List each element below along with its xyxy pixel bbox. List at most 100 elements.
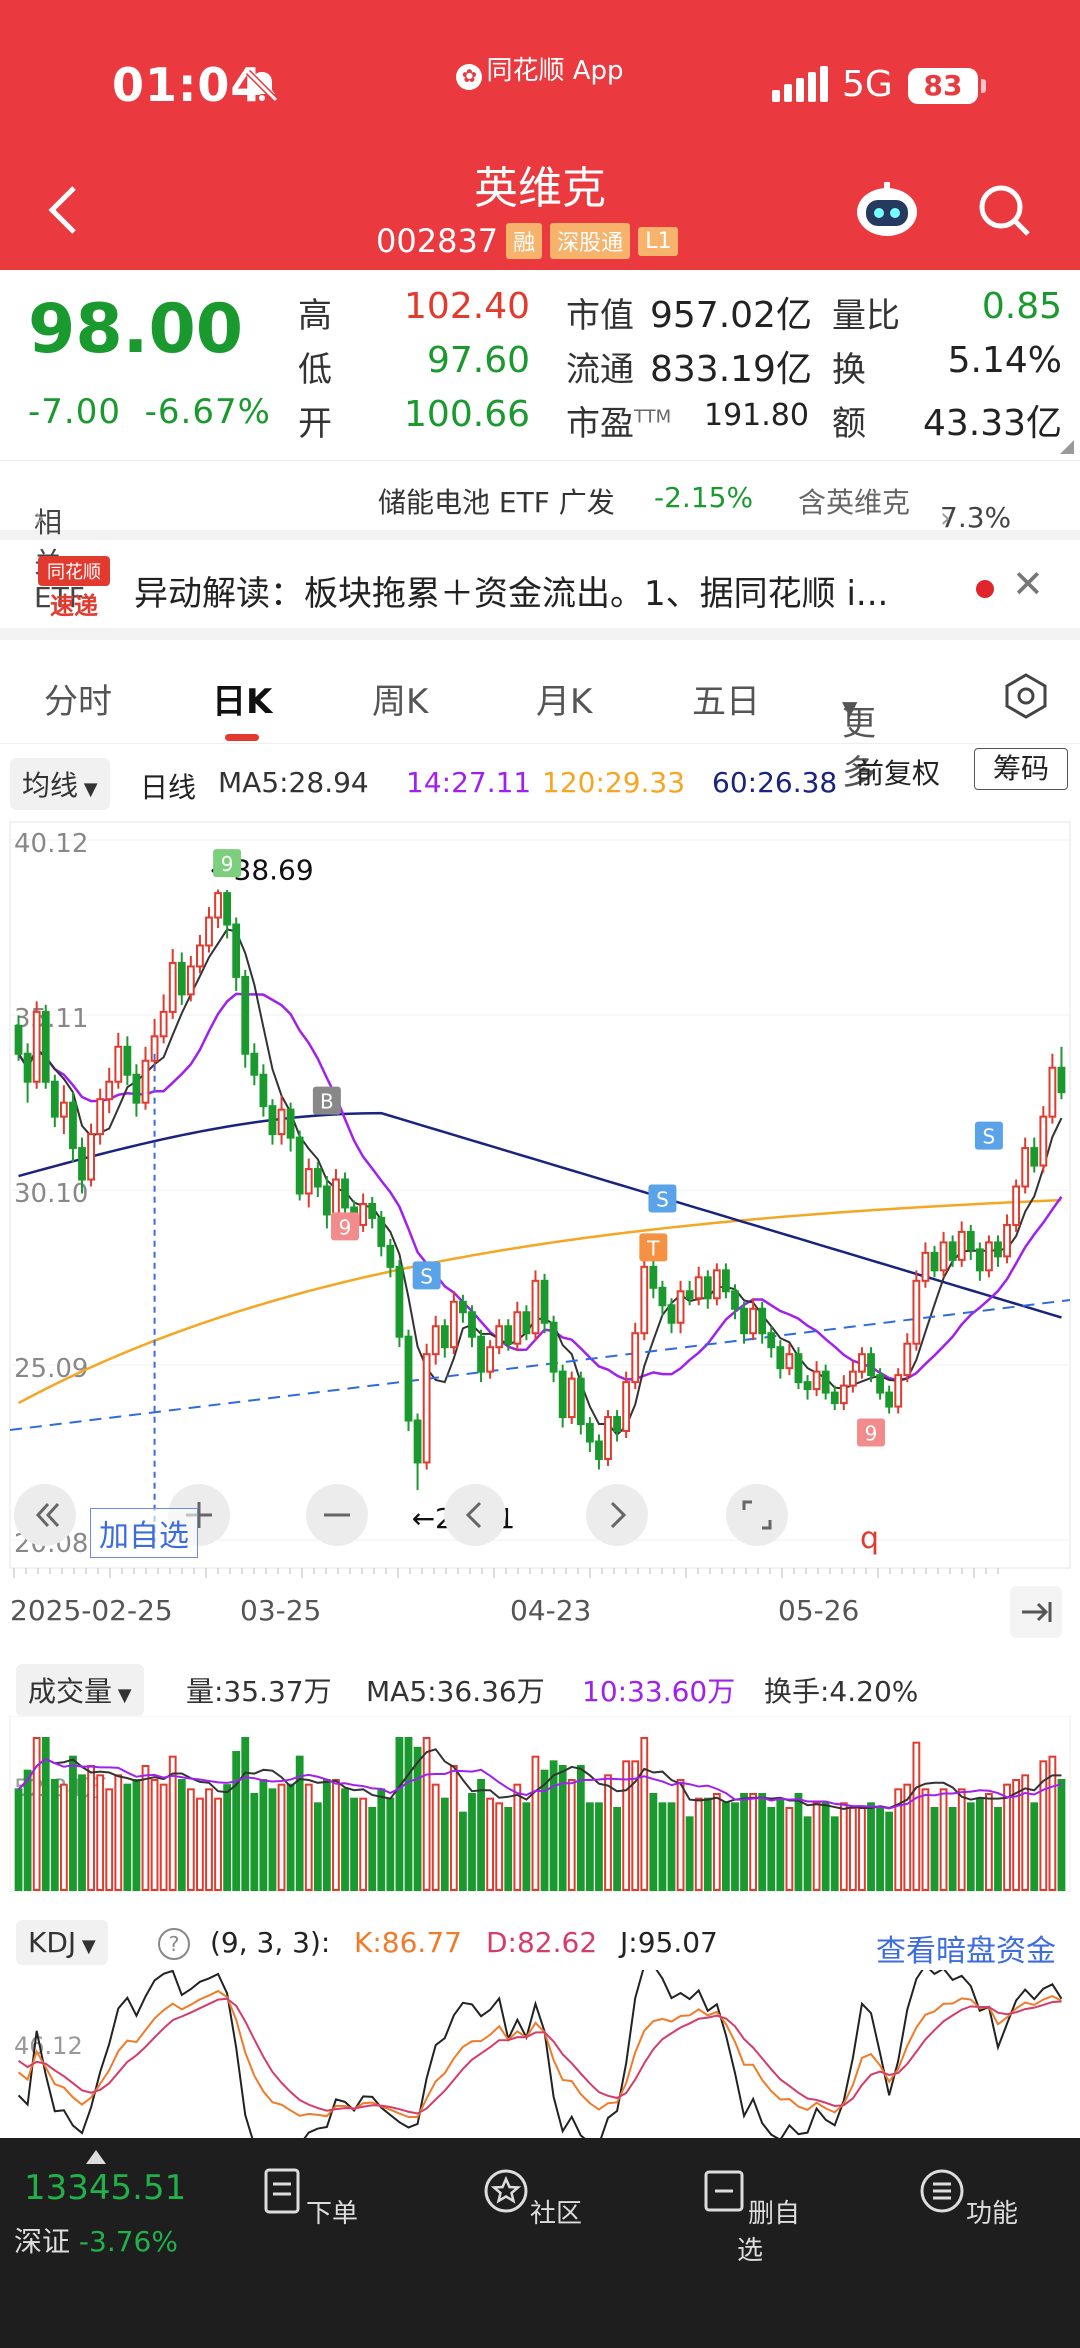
candle bbox=[105, 1067, 114, 1114]
expand-corner-icon[interactable] bbox=[1060, 440, 1074, 454]
candle bbox=[703, 1270, 712, 1309]
volume-bar bbox=[50, 1779, 59, 1891]
close-icon[interactable]: ✕ bbox=[1012, 562, 1044, 606]
ma-select[interactable]: 均线 ▼ bbox=[10, 758, 110, 810]
field-value-turnover: 5.14% bbox=[947, 340, 1062, 381]
volume-bar bbox=[132, 1779, 141, 1891]
candle bbox=[1030, 1137, 1039, 1173]
remove-watchlist-button[interactable]: 删自选 bbox=[690, 2166, 810, 2267]
signal-t[interactable]: T bbox=[639, 1233, 668, 1262]
tab-weekly[interactable]: 周K bbox=[372, 682, 429, 722]
volume-bar bbox=[722, 1802, 730, 1891]
candle bbox=[513, 1301, 522, 1351]
settings-hexagon-icon[interactable] bbox=[1002, 672, 1050, 720]
svg-text:B: B bbox=[320, 1090, 334, 1114]
candle bbox=[277, 1095, 286, 1145]
caret-up-icon bbox=[86, 2150, 106, 2164]
candle bbox=[576, 1371, 585, 1435]
robot-assistant-icon[interactable] bbox=[854, 180, 920, 240]
dark-pool-link[interactable]: 查看暗盘资金 bbox=[876, 1934, 1056, 1969]
ma14-line bbox=[17, 992, 1063, 1382]
caret-down-icon: ▼ bbox=[78, 779, 98, 800]
tag-margin[interactable]: 融 bbox=[506, 223, 543, 259]
candle bbox=[14, 1015, 23, 1061]
chips-button[interactable]: 筹码 bbox=[974, 748, 1068, 790]
nine-turn-badge[interactable]: 9 bbox=[213, 849, 242, 878]
community-button[interactable]: 社区 bbox=[472, 2166, 592, 2230]
buy-signal-b[interactable]: B bbox=[312, 1086, 341, 1115]
news-ticker[interactable]: 同花顺 速递 异动解读：板块拖累＋资金流出。1、据同花顺 i... ✕ bbox=[0, 540, 1080, 640]
volume-bar bbox=[676, 1779, 685, 1891]
kdj-select[interactable]: KDJ ▼ bbox=[16, 1920, 108, 1965]
candle bbox=[468, 1305, 476, 1348]
pan-right-button[interactable] bbox=[586, 1484, 648, 1546]
volume-bar bbox=[449, 1765, 458, 1891]
volume-bar bbox=[205, 1788, 213, 1891]
help-icon[interactable]: ? bbox=[156, 1926, 192, 1962]
volume-bar bbox=[1021, 1774, 1030, 1891]
volume-bar bbox=[839, 1802, 848, 1891]
tag-connect[interactable]: 深股通 bbox=[550, 223, 631, 259]
volume-bar bbox=[431, 1783, 440, 1891]
chevron-right-icon: › bbox=[940, 501, 952, 534]
volume-bar bbox=[404, 1737, 413, 1891]
volume-bar bbox=[912, 1741, 921, 1891]
candle bbox=[549, 1315, 558, 1383]
order-button[interactable]: 下单 bbox=[248, 2166, 368, 2230]
svg-text:速递: 速递 bbox=[50, 592, 98, 620]
tab-five-day[interactable]: 五日 bbox=[692, 682, 760, 722]
sell-signal-s[interactable]: S bbox=[648, 1184, 677, 1213]
volume-bar bbox=[96, 1774, 105, 1891]
volume-bar bbox=[848, 1807, 857, 1891]
tag-level[interactable]: L1 bbox=[638, 226, 679, 256]
candle bbox=[776, 1340, 785, 1379]
volume-bar bbox=[250, 1793, 259, 1891]
volume-bar bbox=[803, 1816, 812, 1891]
volume-bar bbox=[459, 1811, 467, 1891]
volume-value: 量:35.37万 bbox=[186, 1675, 332, 1708]
add-watchlist-button[interactable]: 加自选 bbox=[90, 1508, 198, 1558]
nine-turn-badge[interactable]: 9 bbox=[857, 1418, 886, 1447]
candle bbox=[377, 1210, 386, 1257]
etf-name: 储能电池 ETF 广发 bbox=[378, 486, 615, 519]
fullscreen-button[interactable] bbox=[726, 1484, 788, 1546]
search-icon[interactable] bbox=[974, 180, 1034, 240]
tab-intraday[interactable]: 分时 bbox=[44, 682, 112, 722]
related-etf-bar[interactable]: 相关 ETF › 储能电池 ETF 广发 -2.15% 含英维克 7.3% › bbox=[0, 460, 1080, 614]
volume-bar bbox=[522, 1802, 531, 1891]
volume-bar bbox=[794, 1793, 803, 1891]
volume-select[interactable]: 成交量 ▼ bbox=[16, 1664, 144, 1716]
jump-latest-icon[interactable] bbox=[1010, 1586, 1062, 1638]
candle bbox=[431, 1315, 440, 1365]
chevron-right-icon: › bbox=[34, 501, 46, 534]
candle bbox=[722, 1263, 730, 1299]
volume-bar bbox=[585, 1802, 594, 1891]
caret-down-icon: ▼ bbox=[842, 696, 858, 720]
volume-bar bbox=[268, 1788, 277, 1891]
adjust-mode[interactable]: 前复权 bbox=[856, 757, 941, 790]
zoom-out-far-button[interactable] bbox=[14, 1484, 76, 1546]
volume-bar bbox=[894, 1788, 903, 1891]
field-value-amount: 43.33亿 bbox=[922, 403, 1062, 444]
sell-signal-s[interactable]: S bbox=[974, 1121, 1003, 1150]
volume-bar bbox=[495, 1802, 504, 1891]
ma14-label: 14:27.11 bbox=[406, 766, 532, 799]
pan-left-button[interactable] bbox=[444, 1484, 506, 1546]
index-row[interactable]: 深证 -3.76% bbox=[14, 2225, 178, 2258]
volume-bar bbox=[395, 1737, 404, 1891]
candle bbox=[885, 1385, 894, 1414]
index-value[interactable]: 13345.51 bbox=[24, 2168, 187, 2208]
back-icon[interactable] bbox=[40, 180, 86, 240]
functions-button[interactable]: 功能 bbox=[908, 2166, 1028, 2230]
zoom-out-button[interactable] bbox=[306, 1484, 368, 1546]
nine-turn-badge[interactable]: 9 bbox=[331, 1212, 360, 1241]
tab-daily[interactable]: 日K bbox=[212, 682, 273, 722]
tab-monthly[interactable]: 月K bbox=[536, 682, 593, 722]
volume-bar bbox=[948, 1807, 957, 1891]
etf-holding: 含英维克 bbox=[798, 486, 911, 519]
sell-signal-s[interactable]: S bbox=[412, 1261, 441, 1290]
volume-turnover: 换手:4.20% bbox=[764, 1675, 919, 1708]
ma120-label: 120:29.33 bbox=[542, 766, 686, 799]
candle bbox=[903, 1333, 912, 1383]
